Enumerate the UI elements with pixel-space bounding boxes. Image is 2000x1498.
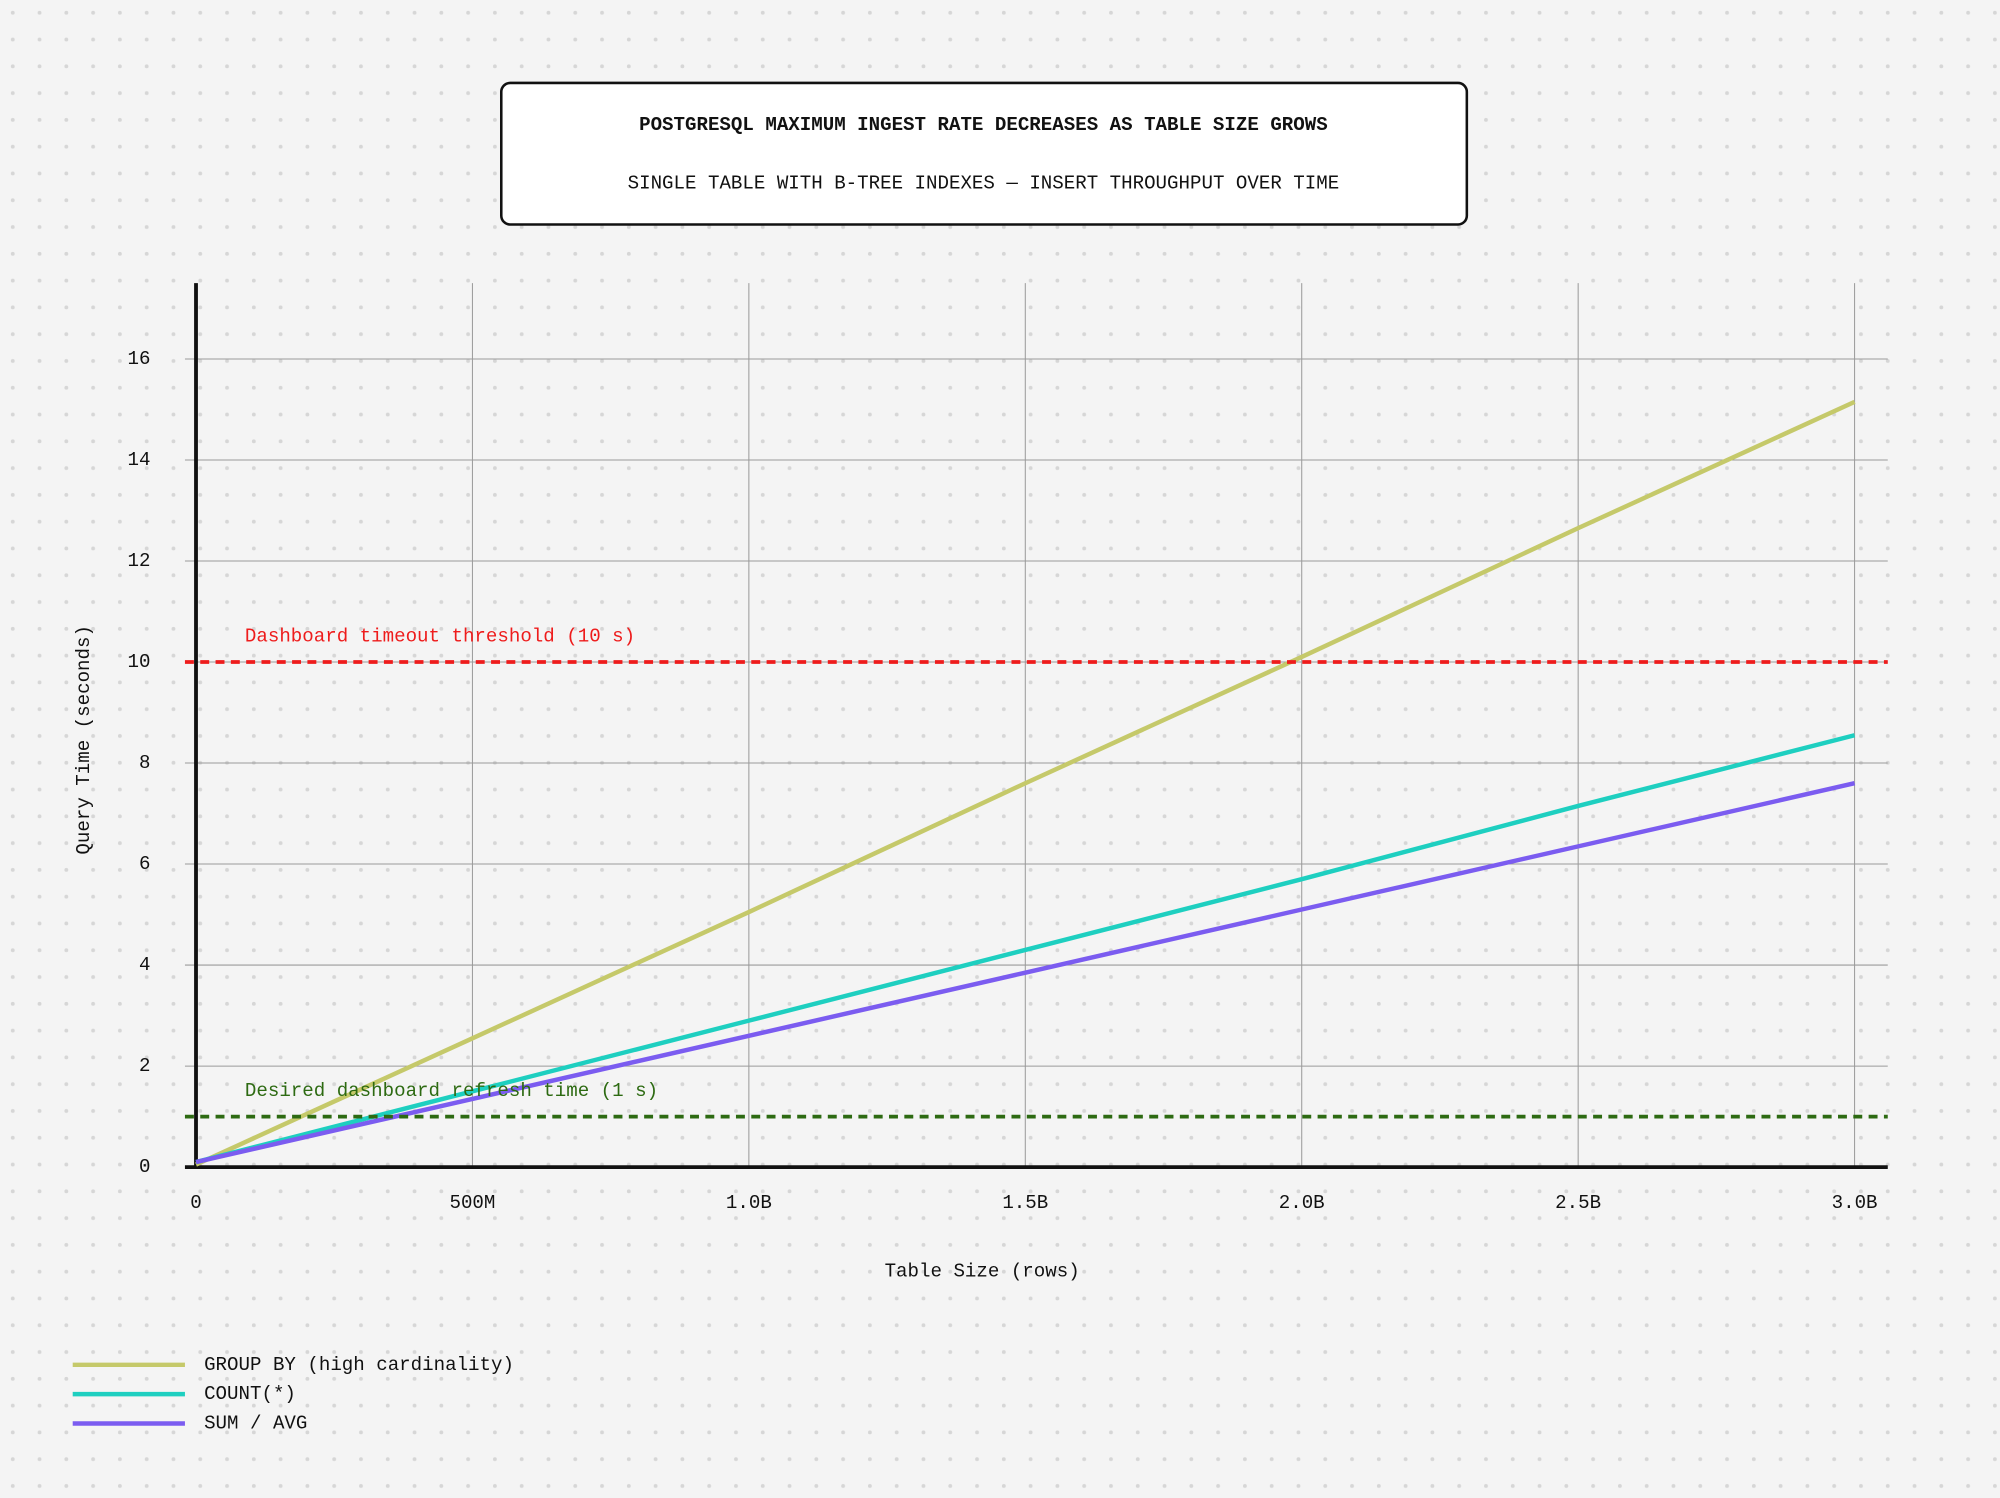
x-tick-label: 2.5B — [1555, 1192, 1601, 1214]
chart-subtitle: SINGLE TABLE WITH B-TREE INDEXES — INSER… — [628, 173, 1340, 195]
x-tick-label: 2.0B — [1279, 1192, 1325, 1214]
y-tick-label: 2 — [139, 1055, 150, 1077]
y-tick-label: 14 — [128, 449, 151, 471]
series-line — [195, 781, 1856, 1165]
y-tick-label: 4 — [139, 954, 150, 976]
x-tick-label: 1.0B — [726, 1192, 772, 1214]
legend-label: COUNT(*) — [204, 1383, 296, 1405]
y-tick-label: 16 — [128, 348, 151, 370]
x-tick-label: 1.5B — [1002, 1192, 1048, 1214]
y-tick-label: 12 — [128, 550, 151, 572]
x-tick-label: 0 — [190, 1192, 201, 1214]
x-tick-label: 3.0B — [1832, 1192, 1878, 1214]
series-line — [195, 399, 1856, 1167]
x-tick-label: 500M — [449, 1192, 495, 1214]
y-tick-label: 6 — [139, 853, 150, 875]
threshold-label: Desired dashboard refresh time (1 s) — [245, 1080, 658, 1102]
y-tick-label: 10 — [128, 651, 151, 673]
legend-label: GROUP BY (high cardinality) — [204, 1354, 514, 1376]
title-box — [499, 81, 1469, 226]
series-line — [195, 733, 1856, 1165]
chart-title: POSTGRESQL MAXIMUM INGEST RATE DECREASES… — [639, 114, 1328, 136]
threshold-label: Dashboard timeout threshold (10 s) — [245, 626, 635, 648]
y-tick-label: 8 — [139, 752, 150, 774]
y-axis-label: Query Time (seconds) — [73, 625, 95, 855]
x-axis-label: Table Size (rows) — [885, 1261, 1080, 1283]
legend-label: SUM / AVG — [204, 1413, 307, 1435]
y-tick-label: 0 — [139, 1156, 150, 1178]
